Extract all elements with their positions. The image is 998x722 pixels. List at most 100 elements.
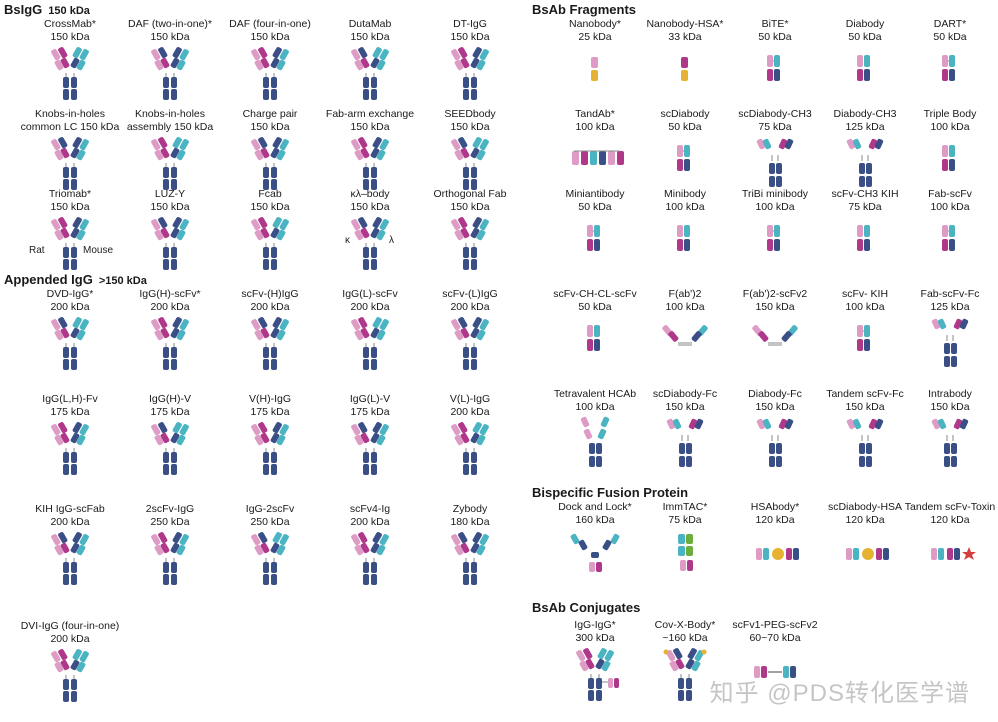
format-item: V(L)-IgG 200 kDa	[420, 393, 520, 476]
format-name: TriBi minibody	[741, 188, 809, 200]
format-name: Diabody-Fc	[748, 388, 802, 400]
format-kda: 150 kDa	[250, 201, 290, 213]
format-name: Charge pair	[242, 108, 298, 120]
format-kda: 150 kDa	[665, 401, 705, 413]
appended-sub-text: >150 kDa	[98, 275, 147, 287]
format-kda: 100 kDa	[930, 121, 970, 133]
format-name: scDiabody-HSA	[827, 501, 903, 513]
rat-label: Rat	[29, 245, 45, 256]
antibody-format-icon	[931, 318, 969, 367]
format-item: Intrabody 150 kDa	[900, 388, 998, 471]
antibody-format-icon	[942, 55, 955, 81]
format-item: scFv-(L)IgG 200 kDa	[420, 288, 520, 371]
format-item: scDiabody 50 kDa	[635, 108, 735, 191]
format-kda: 150 kDa	[755, 301, 795, 313]
kappa-label: κ	[345, 235, 351, 246]
format-item: Minibody 100 kDa	[635, 188, 735, 271]
format-name: scFv-(L)IgG	[442, 288, 498, 300]
format-kda: 200 kDa	[450, 301, 490, 313]
format-item: DT-IgG 150 kDa	[420, 18, 520, 101]
format-item: HSAbody* 120 kDa	[725, 501, 825, 584]
format-kda: 50 kDa	[578, 301, 612, 313]
format-name: DAF (four-in-one)	[229, 18, 311, 30]
fusion-section-title: Bispecific Fusion Protein	[532, 485, 688, 500]
format-name: Fab-scFv-Fc	[920, 288, 980, 300]
format-name: DutaMab	[348, 18, 392, 30]
antibody-format-icon	[51, 137, 89, 190]
antibody-format-icon	[587, 325, 600, 351]
format-item: IgG(H)-scFv* 200 kDa	[120, 288, 220, 371]
antibody-format-icon	[151, 317, 189, 370]
format-kda: 250 kDa	[250, 516, 290, 528]
antibody-format-icon	[451, 47, 489, 100]
format-name: Fab-scFv	[928, 188, 972, 200]
format-item: scFv-CH3 KIH 75 kDa	[815, 188, 915, 271]
format-item: SEEDbody 150 kDa	[420, 108, 520, 191]
format-item: IgG(L)-scFv 200 kDa	[320, 288, 420, 371]
format-name: scFv1-PEG-scFv2	[732, 619, 818, 631]
antibody-format-icon	[587, 225, 600, 251]
format-item: Zybody 180 kDa	[420, 503, 520, 586]
antibody-format-icon	[752, 325, 798, 346]
format-kda: 200 kDa	[50, 301, 90, 313]
format-name: Fcab	[258, 188, 282, 200]
format-item: IgG(L,H)-Fv 175 kDa	[20, 393, 120, 476]
format-item: 2scFv-IgG 250 kDa	[120, 503, 220, 586]
antibody-format-icon	[51, 422, 89, 475]
format-item: κλ–body 150 kDa κ λ	[320, 188, 420, 271]
antibody-format-icon	[663, 648, 707, 701]
format-name: Tetravalent HCAb	[553, 388, 637, 400]
format-name: IgG(H)-V	[149, 393, 191, 405]
antibody-format-icon	[151, 217, 189, 270]
format-item: Charge pair 150 kDa	[220, 108, 320, 191]
format-kda: 200 kDa	[250, 301, 290, 313]
format-name: LUZ-Y	[154, 188, 186, 200]
format-name: TandAb*	[575, 108, 615, 120]
format-item: DutaMab 150 kDa	[320, 18, 420, 101]
antibody-format-icon	[251, 422, 289, 475]
antibody-format-icon	[351, 47, 389, 100]
format-name: Knobs-in-holes	[34, 108, 106, 120]
format-kda: 150 kDa	[350, 31, 390, 43]
format-item: Nanobody-HSA* 33 kDa	[635, 18, 735, 101]
format-item: F(ab')2 100 kDa	[635, 288, 735, 371]
antibody-format-icon	[151, 137, 189, 190]
format-name: IgG(L)-V	[349, 393, 391, 405]
antibody-format-icon	[662, 325, 708, 346]
antibody-format-icon	[846, 548, 889, 560]
format-kda: 75 kDa	[668, 514, 702, 526]
format-kda: 150 kDa	[150, 201, 190, 213]
format-name: IgG(H)-scFv*	[139, 288, 201, 300]
antibody-format-icon	[681, 57, 688, 81]
format-kda: 25 kDa	[578, 31, 612, 43]
antibody-format-icon	[767, 225, 780, 251]
format-kda: 100 kDa	[755, 201, 795, 213]
format-kda: 150 kDa	[50, 31, 90, 43]
format-name: Cov-X-Body*	[654, 619, 716, 631]
format-name: F(ab')2-scFv2	[742, 288, 808, 300]
format-name: scFv- KIH	[841, 288, 889, 300]
format-name: V(L)-IgG	[449, 393, 491, 405]
format-name: IgG(L,H)-Fv	[42, 393, 98, 405]
format-name: scFv-(H)IgG	[241, 288, 299, 300]
format-kda: 100 kDa	[575, 121, 615, 133]
format-kda: 60~70 kDa	[749, 632, 801, 644]
format-item: Dock and Lock* 160 kDa	[545, 501, 645, 584]
format-item: Triple Body 100 kDa	[900, 108, 998, 191]
format-item: Knobs-in-holes assembly 150 kDa	[120, 108, 220, 191]
antibody-format-icon	[756, 548, 799, 560]
format-item: Fab-arm exchange 150 kDa	[320, 108, 420, 191]
format-item: DAF (four-in-one) 150 kDa	[220, 18, 320, 101]
format-item: IgG-2scFv 250 kDa	[220, 503, 320, 586]
antibody-format-icon	[942, 225, 955, 251]
format-item: Fab-scFv 100 kDa	[900, 188, 998, 271]
antibody-format-icon	[756, 138, 794, 187]
format-item: Tetravalent HCAb 100 kDa	[545, 388, 645, 471]
format-kda: 200 kDa	[50, 633, 90, 645]
format-name: Diabody	[845, 18, 885, 30]
format-item: Tandem scFv-Toxin 120 kDa	[900, 501, 998, 584]
format-kda: 150 kDa	[930, 401, 970, 413]
format-name: scDiabody-Fc	[652, 388, 718, 400]
antibody-format-icon	[151, 532, 189, 585]
